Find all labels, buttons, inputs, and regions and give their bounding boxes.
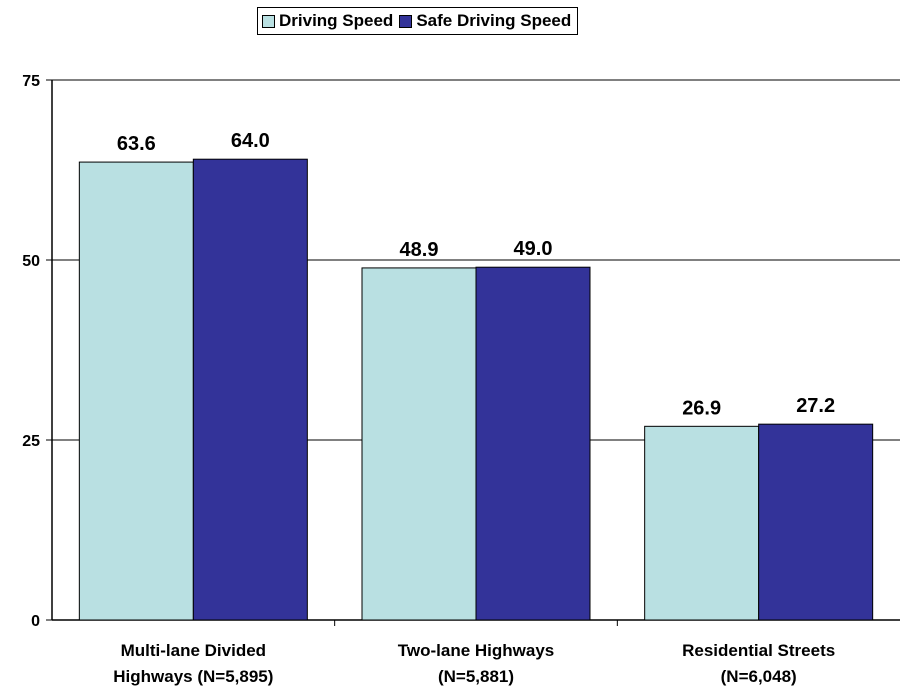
x-tick-label: (N=6,048): [721, 667, 797, 686]
data-label: 63.6: [117, 133, 156, 155]
legend-item-driving-speed: Driving Speed: [262, 11, 393, 31]
bar: [78, 161, 194, 621]
legend-swatch-safe-driving-speed: [399, 14, 413, 28]
legend-swatch-driving-speed: [262, 14, 275, 28]
data-label: 64.0: [231, 130, 270, 152]
y-tick-label: 25: [22, 433, 40, 450]
data-label: 48.9: [400, 239, 439, 261]
y-tick-label: 50: [22, 253, 40, 270]
y-tick-label: 75: [22, 73, 40, 90]
data-label: 26.9: [682, 397, 721, 419]
x-tick-label: Highways (N=5,895): [113, 667, 273, 686]
legend: Driving Speed Safe Driving Speed: [257, 7, 579, 35]
data-label: 27.2: [796, 395, 835, 417]
x-tick-label: Multi-lane Divided: [121, 641, 266, 660]
x-tick-label: (N=5,881): [438, 667, 514, 686]
bar: [475, 266, 591, 621]
data-label: 49.0: [514, 238, 553, 260]
legend-item-safe-driving-speed: Safe Driving Speed: [399, 11, 571, 31]
bar: [361, 267, 477, 621]
bar: [758, 423, 874, 621]
legend-label-driving-speed: Driving Speed: [279, 11, 394, 30]
y-tick-label: 0: [31, 613, 40, 630]
x-tick-label: Residential Streets: [682, 641, 835, 660]
legend-label-safe-driving-speed: Safe Driving Speed: [416, 11, 572, 30]
bar: [192, 158, 308, 621]
x-tick-label: Two-lane Highways: [398, 641, 555, 660]
bar: [644, 425, 760, 621]
